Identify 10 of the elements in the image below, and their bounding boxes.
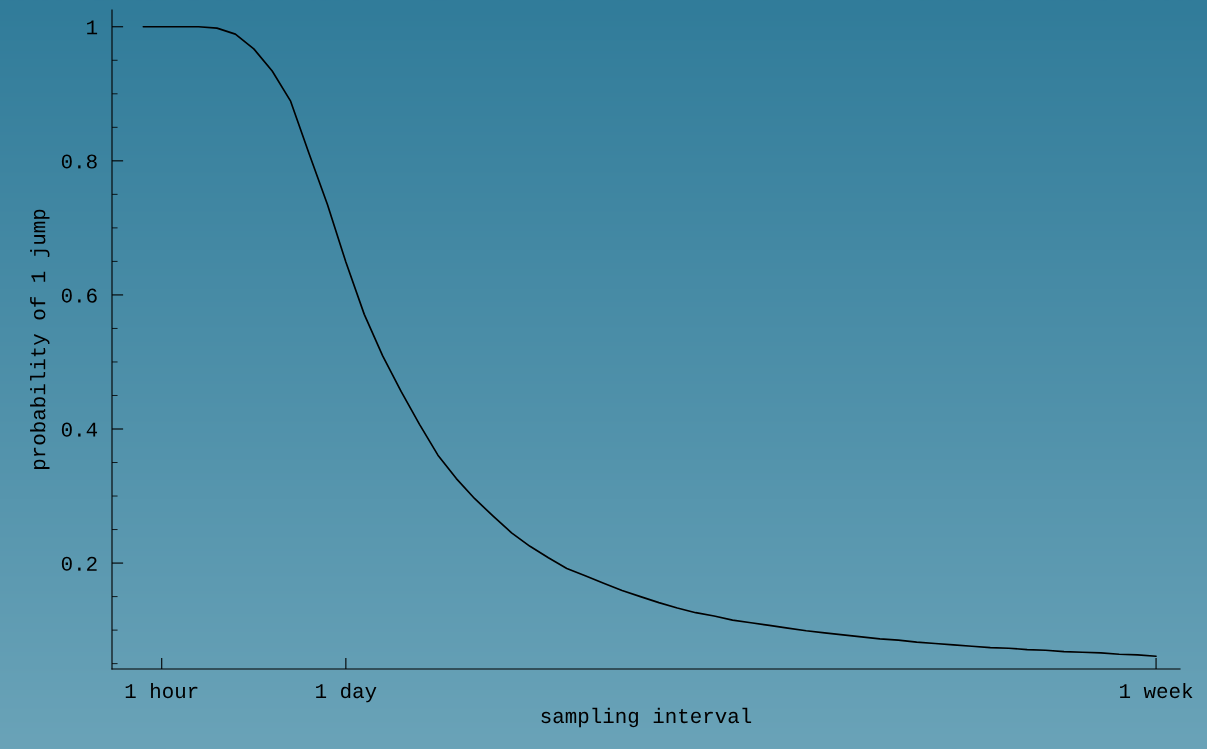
- x-tick-label: 1 day: [316, 682, 377, 703]
- y-tick-label: 0.6: [61, 288, 97, 303]
- x-axis-title: sampling interval: [541, 707, 752, 728]
- y-axis-title: probability of 1 jump: [30, 209, 50, 469]
- x-tick-label: 1 week: [1120, 682, 1193, 699]
- y-tick-label: 1: [87, 20, 98, 35]
- y-tick-label: 0.8: [61, 154, 97, 169]
- y-tick-label: 0.4: [61, 422, 98, 437]
- y-tick-label: 0.2: [61, 556, 97, 571]
- x-tick-label: 1 hour: [125, 682, 198, 699]
